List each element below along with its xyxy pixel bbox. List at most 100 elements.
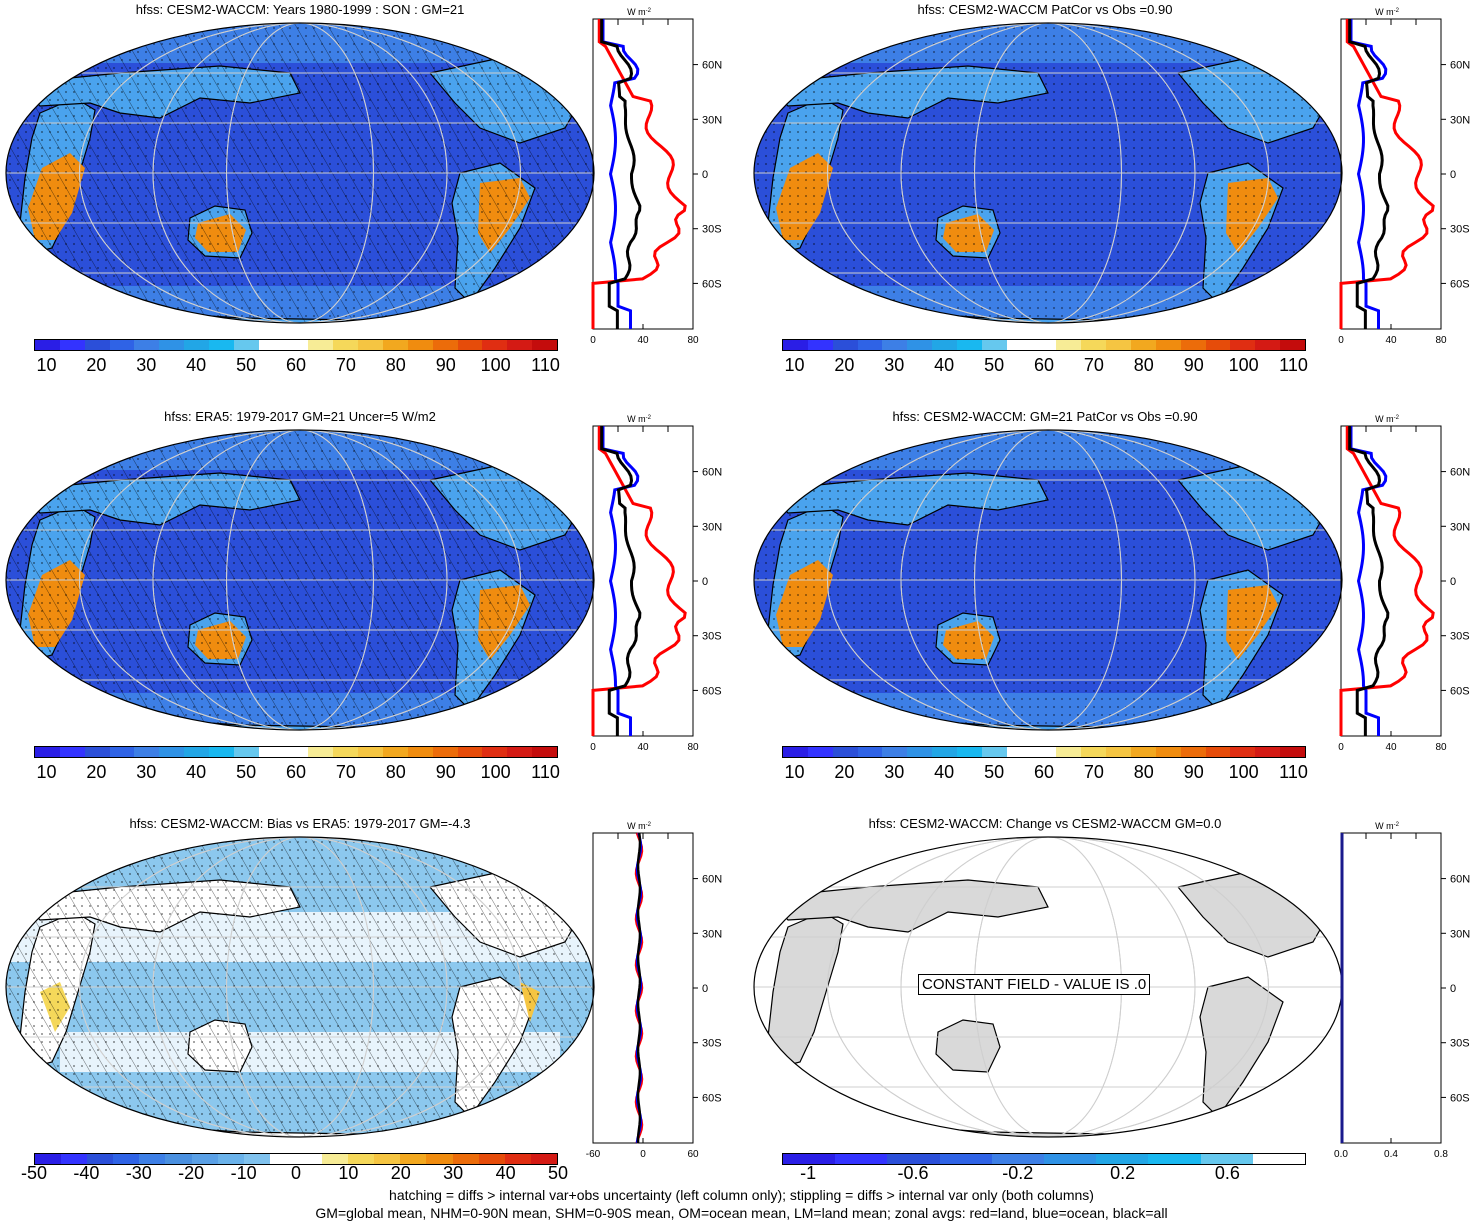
colorbar-swatch	[243, 1154, 270, 1164]
colorbar-swatch	[507, 340, 533, 350]
zonal-line	[1339, 426, 1435, 736]
colorbar-label: 70	[1083, 762, 1104, 782]
colorbar-swatch	[1155, 340, 1181, 350]
profile-unit: W m-2	[627, 7, 651, 17]
colorbar-label: 110	[1279, 762, 1308, 782]
colorbar-swatch	[61, 1154, 88, 1164]
colorbar-swatch	[184, 747, 210, 757]
colorbar-3	[34, 746, 558, 758]
colorbar-swatch	[981, 340, 1007, 350]
colorbar-swatch	[907, 340, 933, 350]
profile-x-tick: 40	[637, 742, 649, 753]
colorbar-swatch	[295, 1154, 323, 1164]
colorbar-label: 20	[86, 355, 107, 375]
panel-title-4: hfss: CESM2-WACCM: GM=21 PatCor vs Obs =…	[892, 409, 1198, 424]
colorbar-swatch	[1155, 747, 1181, 757]
profile-x-tick: 0	[1338, 742, 1344, 753]
lat-label: 0	[1450, 169, 1456, 181]
colorbar-swatch	[209, 340, 234, 350]
colorbar-swatch	[991, 1154, 1045, 1164]
zonal-line	[1349, 19, 1388, 329]
colorbar-swatch	[1180, 747, 1206, 757]
colorbar-label: 0	[290, 1163, 302, 1183]
colorbar-swatch	[1252, 1154, 1306, 1164]
profile-x-tick: 0	[1338, 335, 1344, 346]
zonal-line	[600, 19, 642, 329]
profile-unit: W m-2	[1375, 7, 1399, 17]
colorbar-label: 10	[36, 762, 57, 782]
map-panel-2	[753, 22, 1343, 324]
colorbar-label: 100	[1228, 762, 1259, 782]
colorbar-swatch	[482, 747, 508, 757]
colorbar-swatch	[407, 747, 433, 757]
colorbar-swatch	[1131, 340, 1156, 350]
lat-label: 30S	[1450, 631, 1470, 643]
colorbar-swatch	[1148, 1154, 1201, 1164]
colorbar-swatch	[1096, 1154, 1149, 1164]
colorbar-label: -50	[20, 1163, 48, 1183]
colorbar-swatch	[1280, 747, 1306, 757]
colorbar-swatch	[308, 340, 334, 350]
zonal-profile-5: W m-2 60N 30N 0 30S 60S -60 0 60	[586, 821, 722, 1160]
colorbar-swatch	[882, 747, 908, 757]
colorbar-label: 30	[884, 762, 905, 782]
colorbar-swatch	[1056, 340, 1082, 350]
panel-title-3: hfss: ERA5: 1979-2017 GM=21 Uncer=5 W/m2	[164, 409, 436, 424]
colorbar-label: 110	[531, 355, 560, 375]
colorbar-label: 110	[1279, 355, 1308, 375]
colorbar-label: 40	[934, 762, 955, 782]
colorbar-label: 10	[338, 1163, 359, 1183]
colorbar-swatch	[383, 340, 408, 350]
colorbar-labels-3: 10 20 30 40 50 60 70 80 90 100 110	[34, 762, 559, 784]
colorbar-swatch	[358, 340, 384, 350]
colorbar-swatch	[957, 747, 982, 757]
colorbar-swatch	[939, 1154, 992, 1164]
colorbar-swatch	[407, 340, 433, 350]
colorbar-swatch	[283, 340, 309, 350]
zonal-profile-4: W m-2 60N 30N 0 30S 60S 0 40 80	[1338, 414, 1470, 753]
colorbar-swatch	[87, 1154, 114, 1164]
colorbar-swatch	[783, 747, 808, 757]
colorbar-swatch	[35, 340, 60, 350]
panel-title-6: hfss: CESM2-WACCM: Change vs CESM2-WACCM…	[868, 816, 1222, 831]
colorbar-label: 90	[1183, 762, 1204, 782]
profile-x-tick: 0.8	[1434, 1149, 1448, 1160]
colorbar-swatch	[400, 1154, 427, 1164]
colorbar-5	[34, 1153, 558, 1165]
colorbar-swatch	[165, 1154, 192, 1164]
zonal-profile-3: W m-2 60N 30N 0 30S 60S 0 40 80	[590, 414, 722, 753]
colorbar-swatch	[1205, 747, 1231, 757]
colorbar-label: 70	[335, 762, 356, 782]
colorbar-swatch	[832, 340, 858, 350]
colorbar-label: 20	[834, 355, 855, 375]
colorbar-swatch	[532, 747, 558, 757]
colorbar-swatch	[233, 747, 259, 757]
profile-x-tick: 0.4	[1384, 1149, 1398, 1160]
colorbar-swatch	[482, 340, 508, 350]
zonal-line	[1348, 426, 1390, 736]
footer-note-2: GM=global mean, NHM=0-90N mean, SHM=0-90…	[315, 1205, 1168, 1221]
lat-label: 0	[702, 983, 708, 995]
colorbar-swatch	[457, 747, 483, 757]
colorbar-label: 60	[1033, 355, 1055, 375]
colorbar-label: 20	[390, 1163, 411, 1183]
colorbar-label: 30	[884, 355, 905, 375]
colorbar-label: 10	[36, 355, 57, 375]
lat-label: 30N	[1450, 928, 1470, 940]
colorbar-swatch	[1230, 340, 1256, 350]
profile-unit: W m-2	[1375, 414, 1399, 424]
colorbar-swatch	[59, 340, 85, 350]
zonal-line	[601, 426, 640, 736]
colorbar-swatch	[478, 1154, 505, 1164]
colorbar-label: 70	[335, 355, 356, 375]
colorbar-swatch	[113, 1154, 140, 1164]
colorbar-swatch	[84, 747, 110, 757]
colorbar-label: 90	[435, 762, 456, 782]
colorbar-label: 70	[1083, 355, 1104, 375]
colorbar-label: 50	[984, 355, 1005, 375]
colorbar-label: 20	[834, 762, 855, 782]
colorbar-label: -20	[178, 1163, 205, 1183]
colorbar-swatch	[432, 747, 458, 757]
lat-label: 0	[702, 169, 708, 181]
colorbar-swatch	[35, 747, 60, 757]
